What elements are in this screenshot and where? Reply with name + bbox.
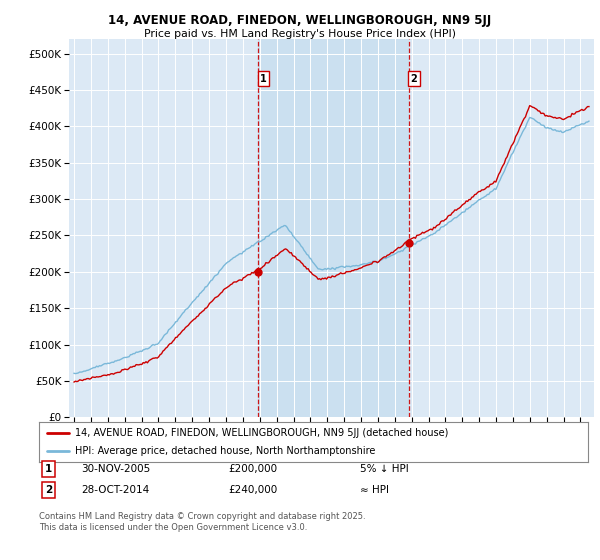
Text: 28-OCT-2014: 28-OCT-2014 (81, 485, 149, 495)
Text: ≈ HPI: ≈ HPI (360, 485, 389, 495)
Text: 2: 2 (410, 74, 418, 84)
Text: HPI: Average price, detached house, North Northamptonshire: HPI: Average price, detached house, Nort… (74, 446, 375, 456)
Text: 2: 2 (45, 485, 52, 495)
Text: 14, AVENUE ROAD, FINEDON, WELLINGBOROUGH, NN9 5JJ (detached house): 14, AVENUE ROAD, FINEDON, WELLINGBOROUGH… (74, 428, 448, 437)
Text: £240,000: £240,000 (228, 485, 277, 495)
Text: 1: 1 (260, 74, 267, 84)
Text: Price paid vs. HM Land Registry's House Price Index (HPI): Price paid vs. HM Land Registry's House … (144, 29, 456, 39)
Text: 1: 1 (45, 464, 52, 474)
Bar (259, 39, 409, 417)
Text: Contains HM Land Registry data © Crown copyright and database right 2025.
This d: Contains HM Land Registry data © Crown c… (39, 512, 365, 532)
Text: 30-NOV-2005: 30-NOV-2005 (81, 464, 150, 474)
Text: 5% ↓ HPI: 5% ↓ HPI (360, 464, 409, 474)
Text: £200,000: £200,000 (228, 464, 277, 474)
Text: 14, AVENUE ROAD, FINEDON, WELLINGBOROUGH, NN9 5JJ: 14, AVENUE ROAD, FINEDON, WELLINGBOROUGH… (109, 14, 491, 27)
